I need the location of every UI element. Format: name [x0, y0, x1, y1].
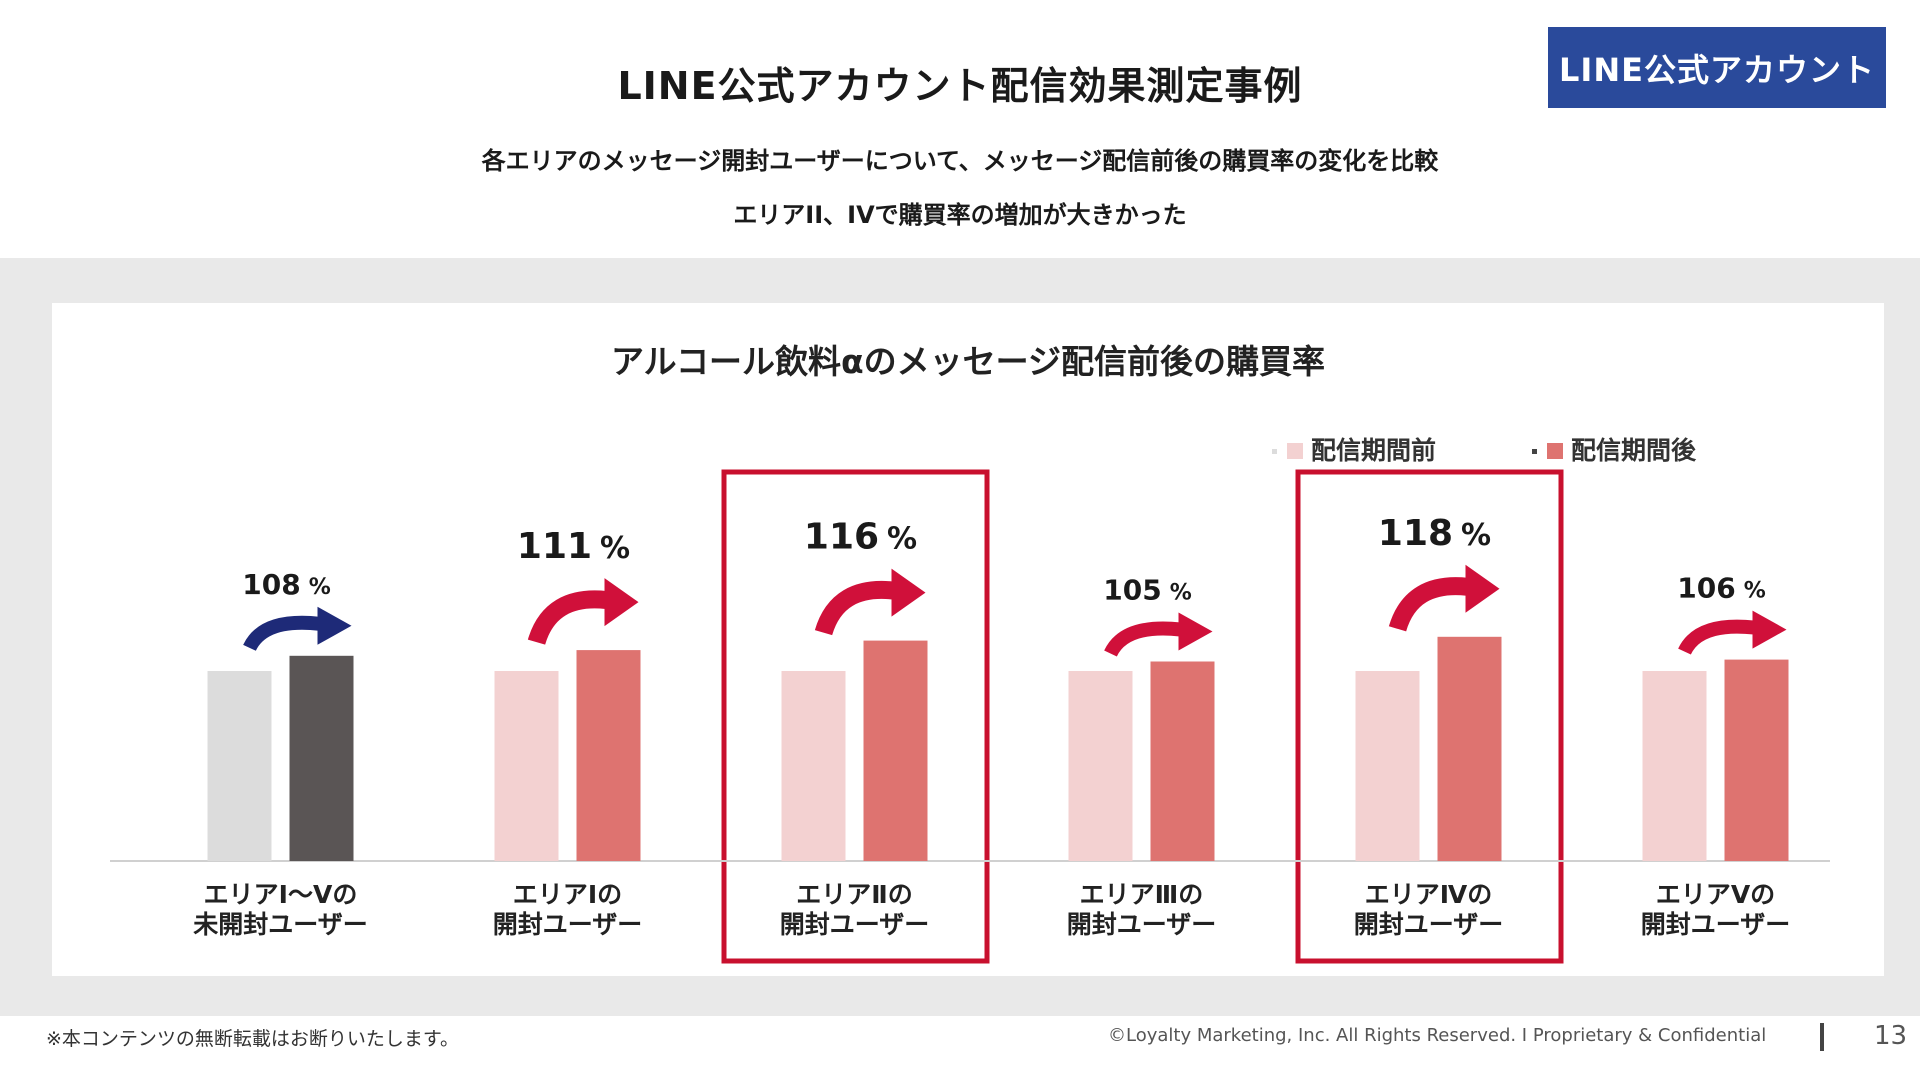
ratio-percent: % [1170, 581, 1192, 606]
ratio-percent: % [887, 522, 917, 557]
category-label-line1: エリアⅤの [1656, 880, 1775, 909]
chart-panel: アルコール飲料αのメッセージ配信前後の購買率配信期間前 配信期間後 108% エリアⅠ… [52, 303, 1884, 976]
category-label-line1: エリアⅠ～Ⅴの [204, 880, 358, 909]
ratio-value: 116 [804, 517, 879, 558]
category-label-line2: 未開封ユーザー [193, 910, 368, 939]
ratio-label: 106% [1677, 572, 1766, 605]
increase-arrow [814, 580, 895, 636]
category-label-line1: エリアⅡの [796, 880, 912, 909]
line-official-badge: LINE公式アカウント [1548, 27, 1886, 108]
bar-before [1642, 671, 1707, 861]
ratio-value: 118 [1378, 513, 1453, 554]
increase-arrow [1388, 577, 1469, 632]
ratio-percent: % [1744, 579, 1766, 604]
category-label-line2: 開封ユーザー [780, 910, 930, 939]
increase-arrow [1104, 621, 1182, 657]
bar-before [1355, 671, 1420, 861]
bar-before [207, 671, 272, 861]
ratio-label: 111% [517, 526, 630, 567]
ratio-value: 111 [517, 526, 592, 567]
increase-arrow-head [1465, 564, 1500, 613]
increase-arrow-head [317, 606, 352, 645]
footer-divider [1820, 1023, 1824, 1051]
category-label-line1: エリアⅢの [1080, 880, 1204, 909]
ratio-percent: % [309, 575, 331, 600]
increase-arrow [1678, 619, 1756, 656]
ratio-label: 116% [804, 517, 917, 558]
increase-arrow [527, 590, 608, 646]
increase-arrow-head [1752, 610, 1787, 649]
bar-after [1150, 661, 1215, 861]
ratio-label: 105% [1103, 574, 1192, 607]
legend-label: 配信期間前 [1311, 436, 1436, 465]
category-label-line1: エリアⅠの [513, 880, 622, 909]
bar-before [1068, 671, 1133, 861]
bar-after [1437, 636, 1502, 861]
legend-swatch-after [1547, 443, 1563, 459]
bar-after [863, 640, 928, 861]
ratio-value: 106 [1677, 572, 1735, 605]
ratio-value: 105 [1103, 574, 1161, 607]
bar-after [289, 655, 354, 861]
bar-after [1724, 659, 1789, 861]
subtitle-conclusion: エリアII、IVで購買率の増加が大きかった [733, 201, 1187, 229]
ratio-percent: % [1461, 518, 1491, 553]
page-title: LINE公式アカウント配信効果測定事例 [617, 64, 1303, 108]
legend-dot [1272, 449, 1277, 454]
subtitle-comparison: 各エリアのメッセージ開封ユーザーについて、メッセージ配信前後の購買率の変化を比較 [481, 147, 1439, 175]
ratio-label: 118% [1378, 513, 1491, 554]
footer-note: ※本コンテンツの無断転載はお断りいたします。 [46, 1028, 460, 1050]
highlight-frame [1295, 469, 1564, 964]
highlight-frame [721, 469, 990, 964]
increase-arrow-head [604, 578, 639, 627]
footer-copyright: ©Loyalty Marketing, Inc. All Rights Rese… [1108, 1025, 1767, 1046]
increase-arrow-head [891, 568, 926, 617]
category-label-line2: 開封ユーザー [1067, 910, 1217, 939]
bar-before [494, 671, 559, 861]
page-number: 13 [1874, 1021, 1908, 1051]
category-label-line2: 開封ユーザー [493, 910, 643, 939]
legend-label: 配信期間後 [1571, 436, 1697, 465]
chart-title: アルコール飲料αのメッセージ配信前後の購買率 [611, 342, 1325, 381]
header-area: LINE公式アカウント配信効果測定事例 LINE公式アカウント 各エリアのメッセ… [0, 0, 1920, 258]
increase-arrow-head [1178, 612, 1213, 651]
ratio-percent: % [600, 531, 630, 566]
legend-swatch-before [1287, 443, 1303, 459]
category-label-line2: 開封ユーザー [1354, 910, 1504, 939]
ratio-value: 108 [242, 568, 300, 601]
legend-dot [1532, 449, 1537, 454]
bar-after [576, 650, 641, 861]
bar-before [781, 671, 846, 861]
ratio-label: 108% [242, 568, 331, 601]
category-label-line1: エリアⅣの [1365, 880, 1492, 909]
category-label-line2: 開封ユーザー [1641, 910, 1791, 939]
increase-arrow [243, 615, 321, 652]
